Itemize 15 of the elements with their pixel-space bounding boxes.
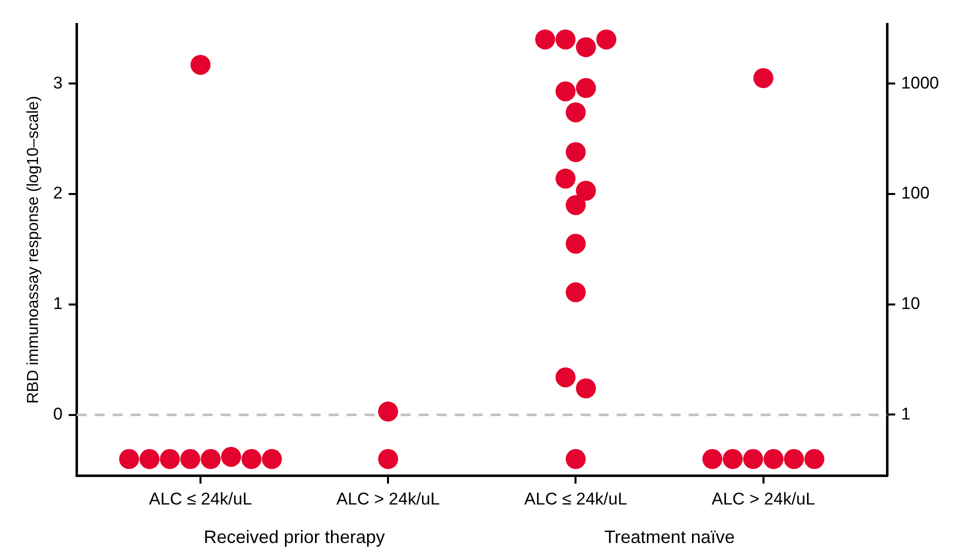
y-axis-title: RBD immunoassay response (log10–scale) <box>25 96 42 404</box>
x-tick-label: ALC ≤ 24k/uL <box>524 489 628 508</box>
y-tick-label: 0 <box>53 404 63 424</box>
y-tick-label: 3 <box>53 73 63 92</box>
x-tick-label: ALC > 24k/uL <box>336 489 440 508</box>
text: Treatment naïve <box>604 526 735 547</box>
y2-tick-label: 1 <box>901 404 911 424</box>
y-tick-label: 1 <box>53 294 63 314</box>
y2-tick-label: 10 <box>901 294 920 313</box>
x-tick-label: ALC > 24k/uL <box>712 489 816 508</box>
x-tick-label: ALC ≤ 24k/uL <box>149 489 252 508</box>
y2-tick-label: 1000 <box>901 73 940 92</box>
y2-tick-label: 100 <box>901 184 930 203</box>
text: Received prior therapy <box>204 526 385 547</box>
y-tick-label: 2 <box>53 184 63 203</box>
